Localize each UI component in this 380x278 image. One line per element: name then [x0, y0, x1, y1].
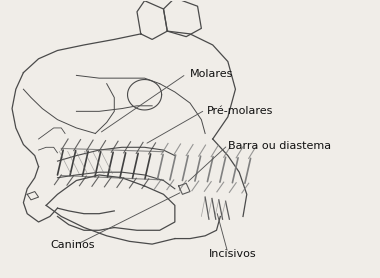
Text: Pré-molares: Pré-molares	[207, 106, 274, 116]
Text: Incisivos: Incisivos	[209, 249, 256, 259]
Text: Caninos: Caninos	[50, 240, 94, 250]
Text: Barra ou diastema: Barra ou diastema	[228, 141, 331, 151]
Text: Molares: Molares	[190, 69, 233, 79]
